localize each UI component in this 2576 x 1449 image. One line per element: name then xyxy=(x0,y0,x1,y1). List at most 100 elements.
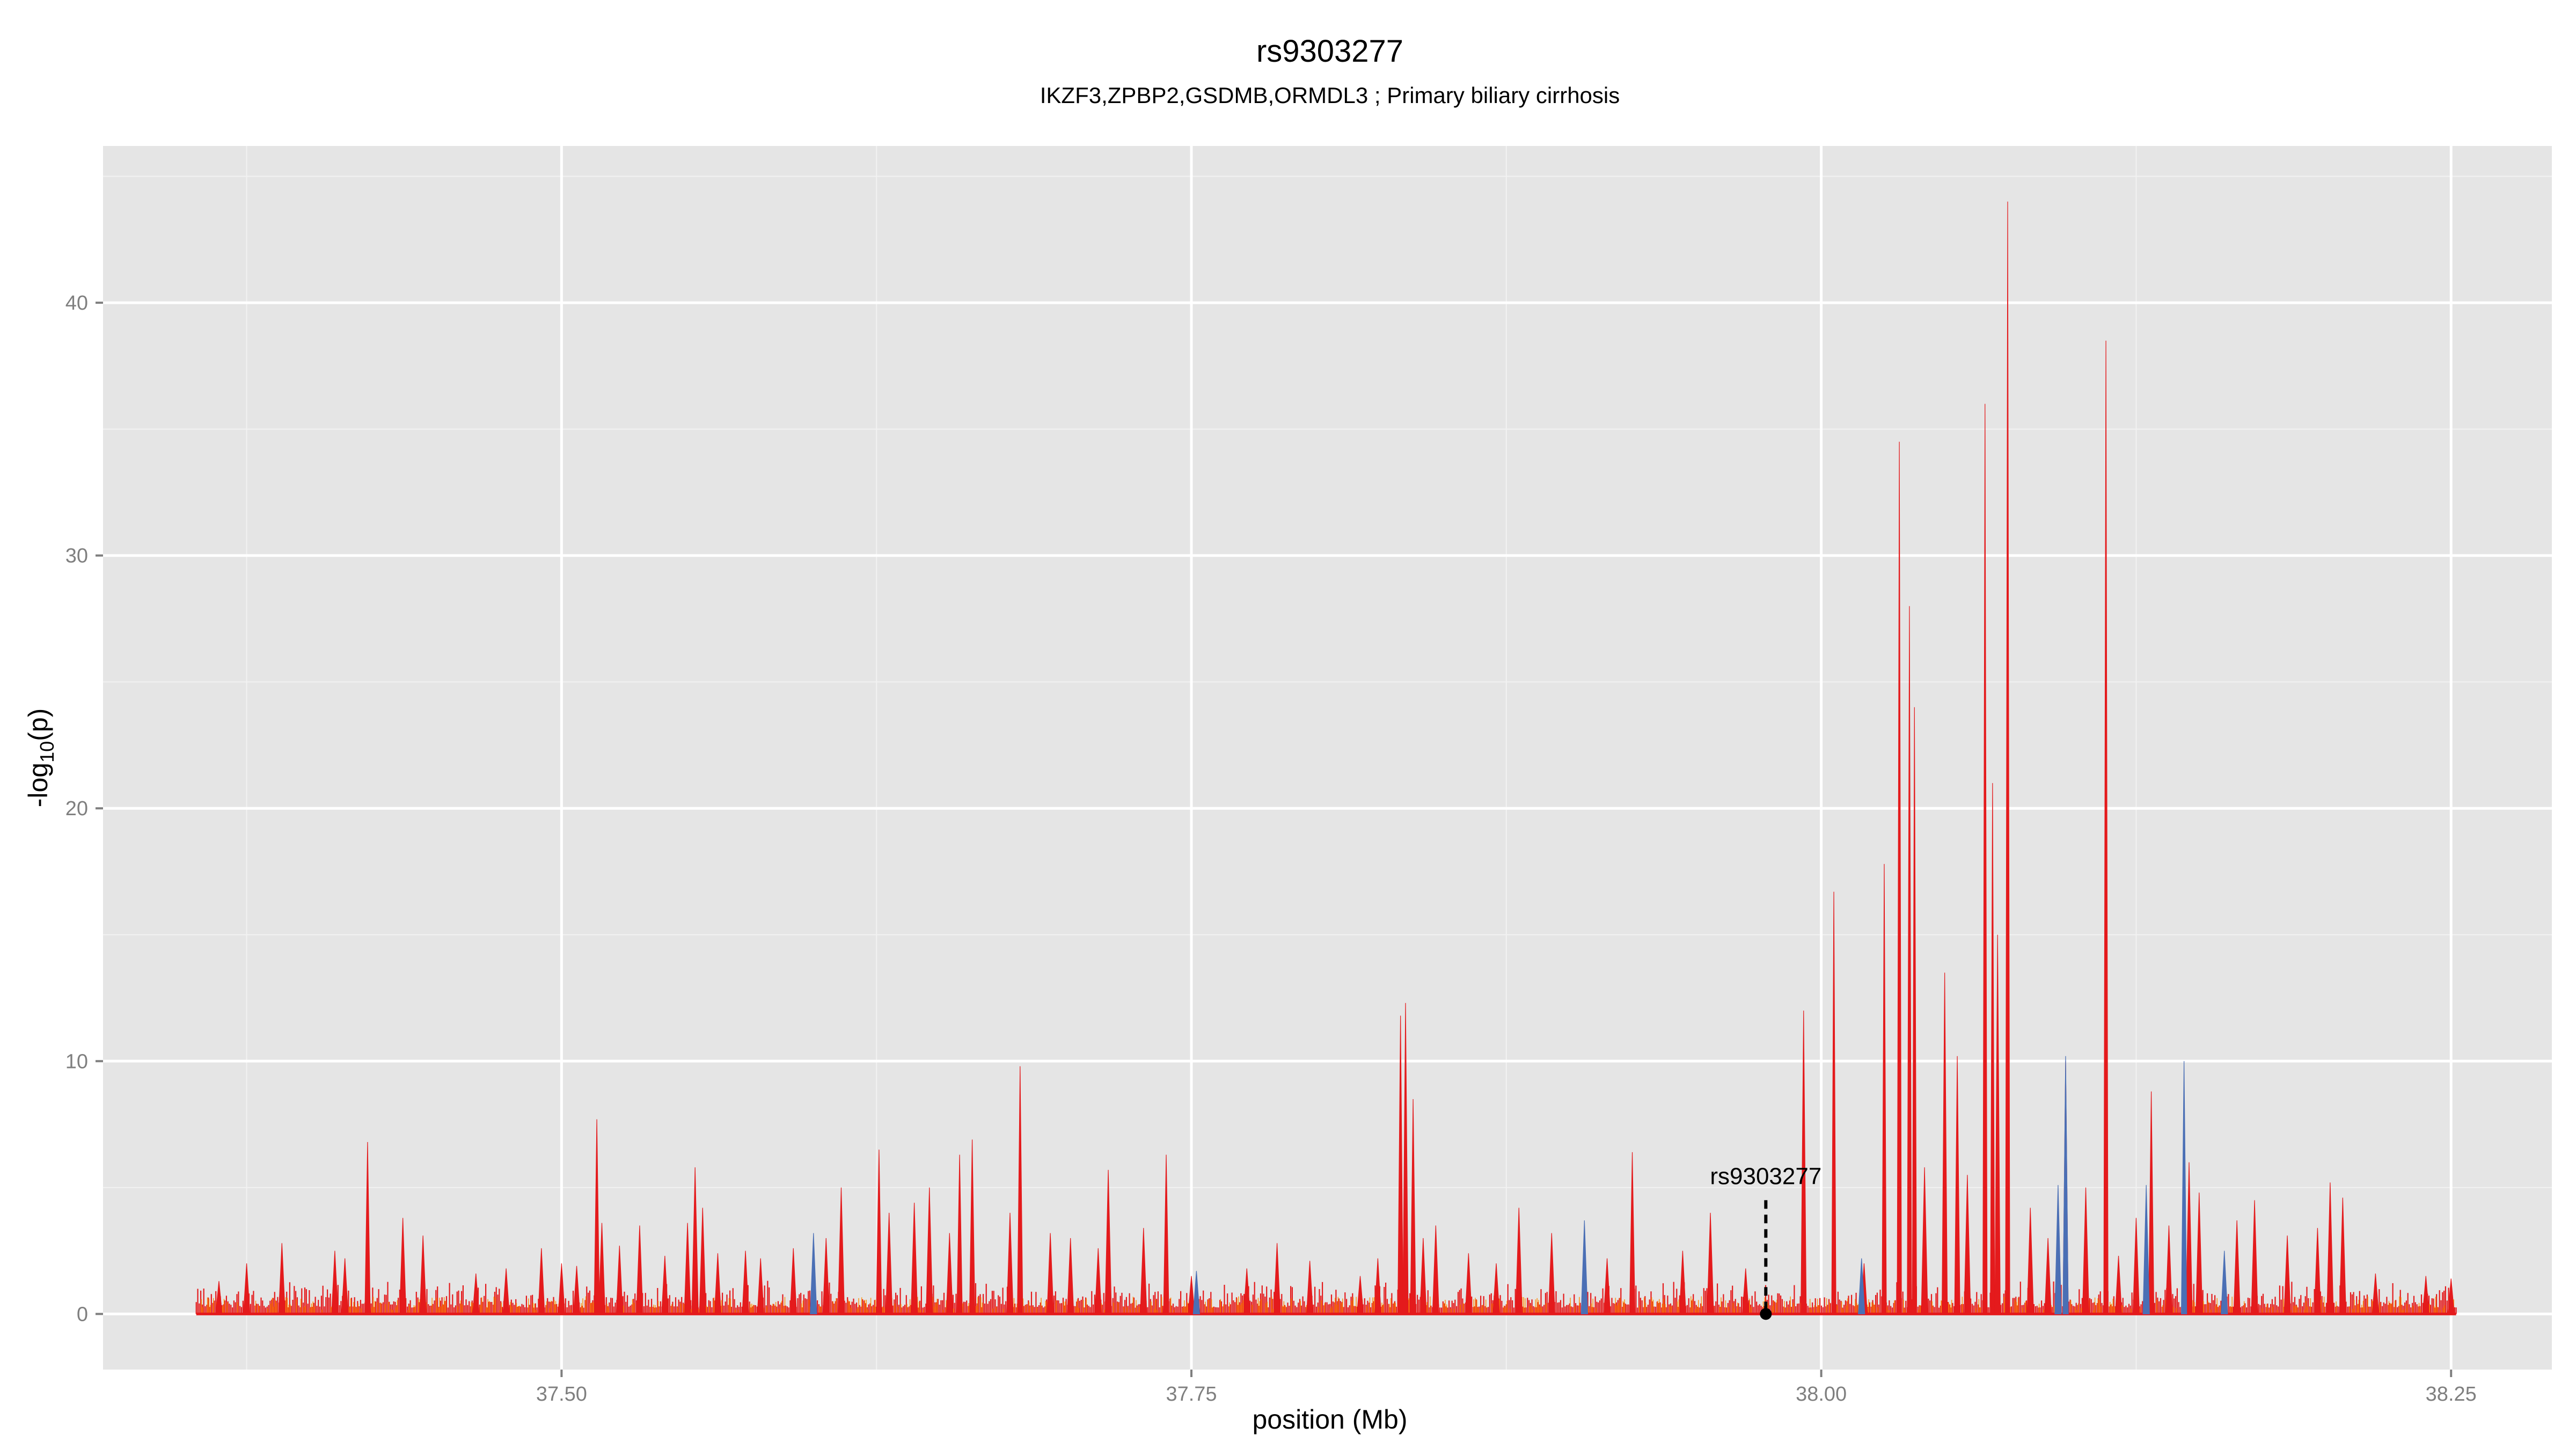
y-axis-title-sub: 10 xyxy=(36,741,58,763)
series-main-peak-89 xyxy=(2251,1200,2258,1314)
series-main-peak-67 xyxy=(1907,606,1912,1314)
series-main-peak-38 xyxy=(1094,1248,1102,1314)
series-main-peak-34 xyxy=(1006,1212,1014,1314)
series-main-peak-92 xyxy=(2326,1182,2334,1314)
series-main-peak-61 xyxy=(1742,1268,1750,1314)
series-main-peak-23 xyxy=(757,1258,764,1314)
series-main-peak-85 xyxy=(2165,1225,2173,1314)
series-alt-peak-8 xyxy=(2221,1250,2228,1314)
series-main-peak-96 xyxy=(2447,1278,2455,1314)
series-main-peak-54 xyxy=(1492,1263,1500,1314)
series-main-peak-60 xyxy=(1707,1212,1714,1314)
series-alt-peak-1 xyxy=(1192,1271,1201,1314)
grid-minor xyxy=(103,146,2552,1370)
x-axis-title: position (Mb) xyxy=(1253,1404,1408,1435)
series-main-peak-56 xyxy=(1548,1233,1555,1314)
series-main-peak-0 xyxy=(215,1281,223,1314)
series-main-peak-42 xyxy=(1188,1276,1195,1314)
series-main-peak-21 xyxy=(714,1253,722,1314)
series-main-peak-65 xyxy=(1882,863,1887,1314)
chart-subtitle: IKZF3,ZPBP2,GSDMB,ORMDL3 ; Primary bilia… xyxy=(1040,83,1620,108)
series-main-peak-5 xyxy=(364,1142,371,1314)
series-main-peak-3 xyxy=(331,1250,339,1314)
series-main-peak-13 xyxy=(594,1119,600,1314)
series-main-peak-59 xyxy=(1679,1250,1687,1314)
series-main-peak-66 xyxy=(1897,442,1902,1314)
series-main-peak-30 xyxy=(926,1187,933,1314)
series-main-peak-39 xyxy=(1104,1169,1112,1314)
series-main-peak-12 xyxy=(573,1265,581,1314)
series-main-peak-8 xyxy=(472,1273,480,1314)
series-main-peak-4 xyxy=(341,1258,349,1314)
series-main-peak-52 xyxy=(1432,1225,1439,1314)
series-main-peak-75 xyxy=(1994,934,2001,1314)
series-main-peak-6 xyxy=(399,1218,407,1314)
series-main-peak-1 xyxy=(243,1263,251,1314)
series-main-peak-69 xyxy=(1921,1167,1928,1314)
series-main-peak-41 xyxy=(1163,1154,1169,1314)
y-axis-title-tail: (p) xyxy=(23,708,53,741)
series-main-peak-40 xyxy=(1140,1228,1147,1314)
plot-panel xyxy=(103,146,2552,1370)
y-axis-title-main: -log xyxy=(23,763,53,807)
series-main-peak-35 xyxy=(1017,1066,1023,1314)
series-alt-peak-7 xyxy=(2181,1061,2187,1314)
x-axis: 37.50 37.75 38.00 38.25 xyxy=(536,1370,2477,1406)
y-axis: 0 10 20 30 40 xyxy=(65,292,103,1326)
series-main-peak-68 xyxy=(1912,707,1917,1314)
series-main-peak-14 xyxy=(598,1223,606,1314)
series-main-peak-27 xyxy=(876,1150,882,1314)
x-tick-label-2: 38.00 xyxy=(1796,1383,1847,1406)
series-main-peak-63 xyxy=(1831,891,1836,1314)
series-main-peak-19 xyxy=(691,1167,699,1314)
series-alt-peaks xyxy=(810,1056,2228,1314)
series-main-peak-80 xyxy=(2082,1187,2090,1314)
y-axis-title: -log10(p) xyxy=(23,708,58,808)
x-tick-label-0: 37.50 xyxy=(536,1383,587,1406)
series-main-peak-47 xyxy=(1374,1258,1382,1314)
x-tick-label-1: 37.75 xyxy=(1166,1383,1217,1406)
series-alt-peak-6 xyxy=(2142,1185,2150,1314)
series-main-peak-88 xyxy=(2233,1220,2241,1314)
series-main-peak-81 xyxy=(2103,340,2109,1314)
series-main-peak-90 xyxy=(2284,1235,2291,1314)
series-main-peak-76 xyxy=(2005,201,2010,1314)
series-main-peak-84 xyxy=(2148,1091,2155,1314)
series-main-peak-9 xyxy=(502,1268,510,1314)
series-main-peak-94 xyxy=(2372,1273,2380,1314)
x-tick-label-3: 38.25 xyxy=(2426,1383,2477,1406)
series-main-peak-86 xyxy=(2185,1162,2193,1314)
series-main-peak-78 xyxy=(2044,1238,2052,1314)
series-main-peak-10 xyxy=(538,1248,545,1314)
series-main-peak-55 xyxy=(1515,1208,1523,1314)
highlight-label: rs9303277 xyxy=(1710,1163,1821,1189)
series-main-peak-24 xyxy=(789,1248,797,1314)
series-main-peak-29 xyxy=(910,1203,918,1314)
series-main-peak-91 xyxy=(2314,1228,2322,1314)
series-main-peak-72 xyxy=(1964,1175,1971,1314)
series-main-peak-77 xyxy=(2026,1208,2034,1314)
series-main-peak-32 xyxy=(956,1154,963,1314)
series-main-peak-53 xyxy=(1465,1253,1473,1314)
series-main-peak-17 xyxy=(661,1255,669,1314)
series-main-peak-16 xyxy=(636,1225,643,1314)
series-main-peaks xyxy=(215,201,2455,1314)
series-main-peak-46 xyxy=(1356,1276,1364,1314)
series-main-peak-7 xyxy=(419,1235,427,1314)
series-alt-peak-0 xyxy=(810,1233,817,1314)
series-main-peak-28 xyxy=(885,1212,893,1314)
series-main-peak-73 xyxy=(1982,404,1988,1314)
y-tick-label-1: 10 xyxy=(65,1050,88,1073)
series-alt-peak-3 xyxy=(1858,1258,1865,1314)
series-main-peak-20 xyxy=(699,1208,706,1314)
chart-title: rs9303277 xyxy=(1256,34,1403,69)
series-main-peak-74 xyxy=(1990,783,1995,1314)
series-main-peak-25 xyxy=(822,1238,830,1314)
series-alt-peak-2 xyxy=(1580,1220,1588,1314)
y-tick-label-0: 0 xyxy=(77,1303,88,1326)
series-main-peak-26 xyxy=(837,1187,845,1314)
y-tick-label-2: 20 xyxy=(65,797,88,820)
series-main-peak-82 xyxy=(2114,1255,2123,1314)
highlight-marker: rs9303277 xyxy=(1710,1163,1821,1320)
